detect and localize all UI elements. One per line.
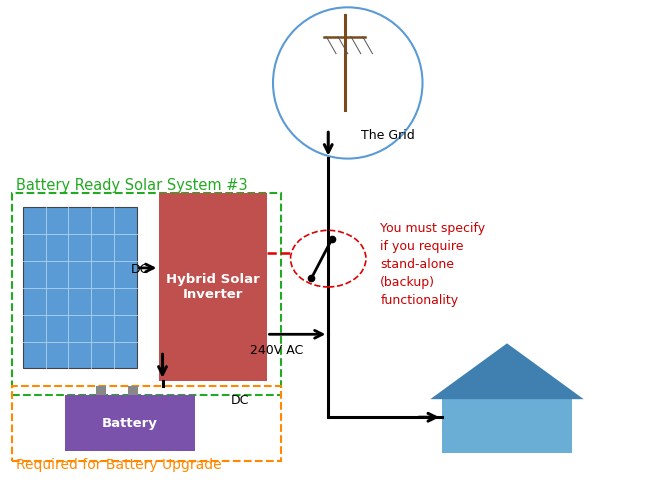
Bar	[23, 207, 136, 368]
Bar	[65, 395, 195, 451]
Bar	[442, 399, 572, 453]
Text: The Grid: The Grid	[361, 129, 415, 142]
Text: You must specify
if you require
stand-alone
(backup)
functionality: You must specify if you require stand-al…	[380, 222, 486, 307]
Ellipse shape	[273, 7, 422, 159]
Bar	[159, 193, 266, 381]
Text: Battery Ready Solar System #3: Battery Ready Solar System #3	[16, 178, 248, 193]
Text: DC: DC	[231, 394, 249, 407]
Text: 240V AC: 240V AC	[250, 344, 304, 357]
Polygon shape	[430, 344, 584, 399]
Text: Hybrid Solar
Inverter: Hybrid Solar Inverter	[166, 273, 260, 301]
Text: DC: DC	[131, 263, 149, 276]
Text: Required for Battery Upgrade: Required for Battery Upgrade	[16, 458, 222, 472]
Bar	[128, 386, 138, 395]
Text: Battery: Battery	[102, 417, 158, 430]
Bar	[96, 386, 106, 395]
